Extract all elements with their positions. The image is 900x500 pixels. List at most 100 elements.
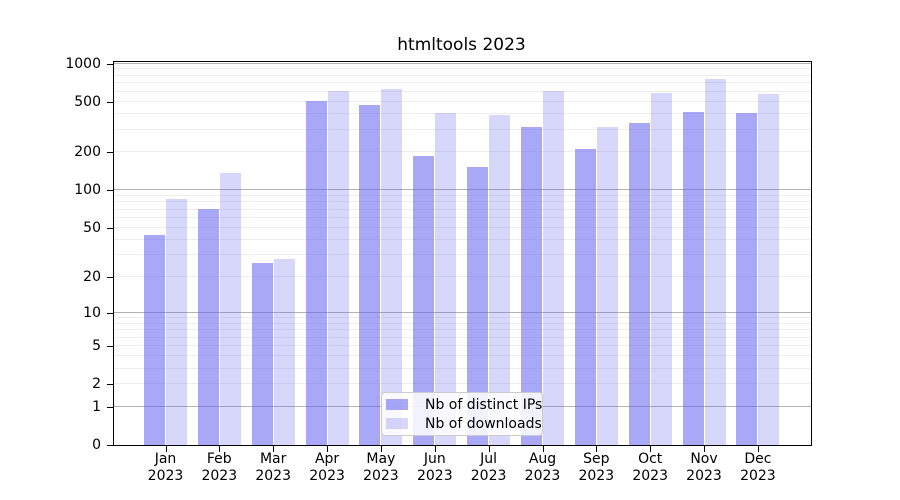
bar-distinct-ips-sep (574, 149, 596, 445)
x-tick-label-may: May 2023 (363, 451, 399, 484)
y-tick-label-5: 5 (92, 338, 101, 355)
y-tick-20 (107, 276, 113, 278)
legend-swatch-distinct-ips (386, 399, 408, 410)
gridline-5 (114, 345, 811, 347)
bar-distinct-ips-dec (736, 113, 758, 445)
y-tick-200 (107, 152, 113, 154)
legend: Nb of distinct IPs Nb of downloads (381, 392, 543, 436)
gridline-700 (114, 82, 811, 84)
legend-entry-distinct-ips: Nb of distinct IPs (386, 397, 542, 413)
y-tick-label-200: 200 (74, 144, 101, 161)
y-tick-label-2: 2 (92, 376, 101, 393)
y-tick-label-1000: 1000 (65, 55, 101, 72)
x-tick-label-aug: Aug 2023 (524, 451, 561, 484)
gridline-300 (114, 129, 811, 130)
x-tick-jul (488, 446, 490, 452)
bar-downloads-oct (650, 93, 672, 445)
y-tick-100 (107, 190, 113, 192)
bars-layer (114, 62, 811, 445)
legend-swatch-downloads (386, 418, 408, 429)
gridline-600 (114, 90, 811, 92)
y-tick-label-0: 0 (92, 437, 101, 453)
x-tick-feb (219, 446, 221, 452)
y-tick-label-50: 50 (83, 220, 101, 236)
bar-distinct-ips-aug (520, 127, 542, 445)
bar-distinct-ips-apr (305, 100, 327, 445)
y-tick-50 (107, 228, 113, 229)
bar-downloads-jun (435, 113, 457, 445)
gridlines-layer (114, 62, 811, 445)
bar-distinct-ips-feb (197, 208, 219, 445)
x-tick-jun (434, 446, 436, 452)
gridline-7 (114, 329, 811, 331)
y-tick-0 (107, 445, 113, 446)
y-tick-label-500: 500 (74, 93, 101, 110)
y-tick-5 (107, 346, 113, 348)
x-tick-mar (273, 446, 275, 452)
x-tick-label-jul: Jul 2023 (470, 451, 507, 484)
gridline-1000 (114, 62, 811, 64)
bar-downloads-nov (704, 79, 726, 445)
y-tick-label-10: 10 (83, 304, 101, 321)
plot-area: Nb of distinct IPs Nb of downloads (113, 61, 812, 446)
bar-distinct-ips-jun (413, 155, 435, 445)
bar-distinct-ips-jan (144, 234, 165, 445)
bar-downloads-jan (166, 198, 187, 445)
bar-distinct-ips-oct (628, 122, 650, 445)
gridline-90 (114, 195, 811, 196)
legend-label-downloads: Nb of downloads (425, 415, 542, 432)
x-tick-nov (704, 446, 705, 452)
bar-downloads-may (381, 89, 403, 445)
bar-downloads-feb (219, 173, 241, 445)
gridline-4 (114, 355, 811, 357)
chart-title: htmltools 2023 (397, 35, 526, 55)
gridline-500 (114, 100, 811, 102)
y-tick-1000 (107, 63, 113, 65)
x-tick-label-sep: Sep 2023 (578, 451, 615, 484)
x-tick-oct (650, 446, 652, 452)
legend-label-distinct-ips: Nb of distinct IPs (425, 396, 543, 413)
legend-entry-downloads: Nb of downloads (386, 416, 542, 432)
gridline-800 (114, 74, 811, 76)
bar-downloads-jul (489, 115, 511, 445)
y-tick-1 (107, 406, 113, 408)
gridline-8 (114, 322, 811, 324)
bar-distinct-ips-may (359, 105, 381, 445)
gridline-2 (114, 383, 811, 385)
bar-distinct-ips-jul (467, 166, 489, 445)
x-tick-label-nov: Nov 2023 (686, 451, 722, 484)
gridline-30 (114, 254, 811, 256)
bar-downloads-apr (327, 90, 349, 445)
y-tick-label-20: 20 (83, 268, 101, 285)
bar-downloads-mar (273, 259, 295, 445)
x-tick-label-jun: Jun 2023 (416, 451, 453, 484)
x-tick-aug (542, 446, 544, 452)
y-tick-2 (107, 384, 113, 386)
x-tick-sep (596, 446, 598, 452)
y-tick-10 (107, 312, 113, 314)
gridline-60 (114, 217, 811, 219)
gridline-80 (114, 201, 811, 203)
bar-distinct-ips-nov (682, 111, 704, 445)
x-tick-label-feb: Feb 2023 (201, 451, 238, 484)
bar-downloads-aug (542, 91, 564, 445)
x-tick-dec (757, 446, 759, 452)
gridline-3 (114, 367, 811, 369)
gridline-9 (114, 316, 811, 318)
x-tick-label-jan: Jan 2023 (147, 451, 184, 484)
gridline-70 (114, 208, 811, 210)
gridline-100 (114, 189, 811, 191)
x-tick-jan (165, 446, 167, 452)
gridline-50 (114, 227, 811, 228)
gridline-6 (114, 336, 811, 338)
x-tick-label-apr: Apr 2023 (309, 451, 345, 484)
bar-distinct-ips-mar (251, 263, 273, 445)
x-tick-label-mar: Mar 2023 (255, 451, 291, 484)
x-tick-label-dec: Dec 2023 (740, 451, 776, 484)
x-tick-label-oct: Oct 2023 (632, 451, 668, 484)
bar-downloads-dec (758, 93, 780, 445)
gridline-20 (114, 275, 811, 277)
y-tick-label-1: 1 (92, 398, 101, 415)
y-tick-500 (107, 101, 113, 103)
